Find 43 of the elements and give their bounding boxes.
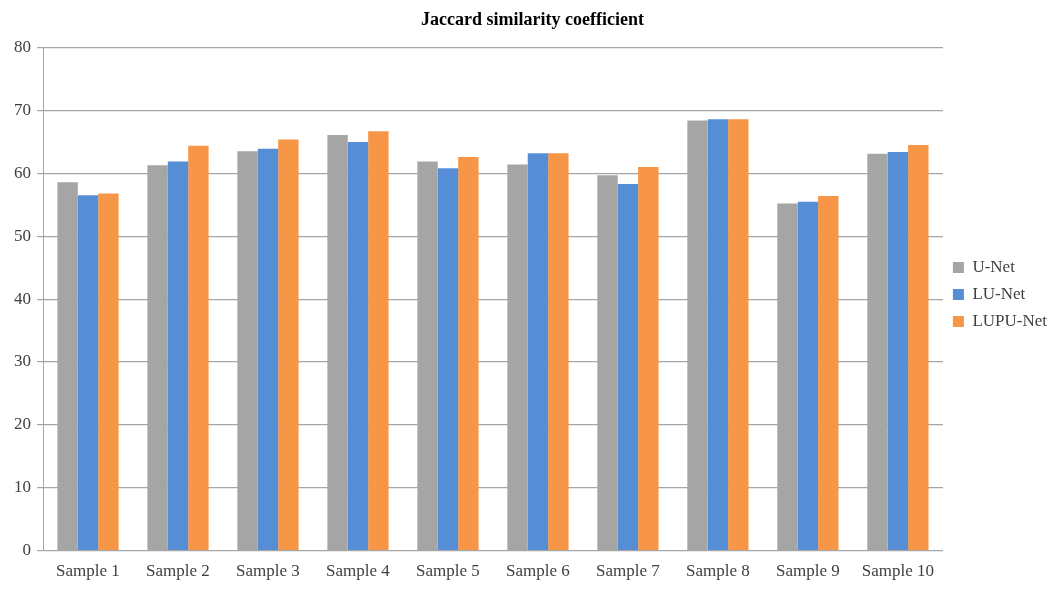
bar — [188, 145, 209, 550]
y-tick-label: 0 — [22, 540, 31, 560]
bar — [818, 195, 839, 550]
bar — [257, 148, 279, 550]
bar — [908, 145, 929, 550]
bar — [638, 167, 659, 550]
bar — [278, 139, 299, 550]
legend-label: U-Net — [972, 256, 1016, 276]
bar — [728, 119, 749, 550]
y-tick-label: 60 — [14, 162, 31, 182]
bar — [548, 153, 569, 550]
x-tick-label: Sample 6 — [506, 561, 570, 581]
bar — [458, 157, 479, 550]
x-tick-label: Sample 7 — [596, 561, 661, 581]
y-tick-label: 50 — [14, 225, 31, 245]
y-tick-label: 80 — [14, 37, 31, 57]
bar — [887, 151, 909, 550]
x-tick-label: Sample 2 — [146, 561, 210, 581]
bar — [617, 184, 639, 550]
bar — [98, 193, 119, 550]
x-tick-label: Sample 3 — [236, 561, 300, 581]
chart-title: Jaccard similarity coefficient — [421, 9, 644, 30]
bar — [527, 153, 549, 550]
legend-label: LUPU-Net — [972, 310, 1048, 330]
bar — [368, 131, 389, 550]
y-tick-label: 40 — [14, 288, 31, 308]
y-tick-label: 20 — [14, 414, 31, 434]
x-tick-label: Sample 9 — [776, 561, 840, 581]
x-tick-label: Sample 1 — [56, 561, 120, 581]
bar — [77, 195, 99, 550]
y-tick-label: 70 — [14, 99, 31, 119]
x-tick-label: Sample 10 — [861, 561, 935, 581]
y-tick-label: 10 — [14, 477, 31, 497]
bar — [437, 168, 459, 550]
bar — [347, 141, 369, 550]
bar — [707, 119, 729, 550]
x-tick-label: Sample 4 — [326, 561, 391, 581]
legend-label: LU-Net — [972, 283, 1026, 303]
x-tick-label: Sample 5 — [416, 561, 480, 581]
bar — [167, 161, 189, 550]
y-tick-label: 30 — [14, 351, 31, 371]
bar — [797, 201, 819, 550]
x-tick-label: Sample 8 — [686, 561, 750, 581]
